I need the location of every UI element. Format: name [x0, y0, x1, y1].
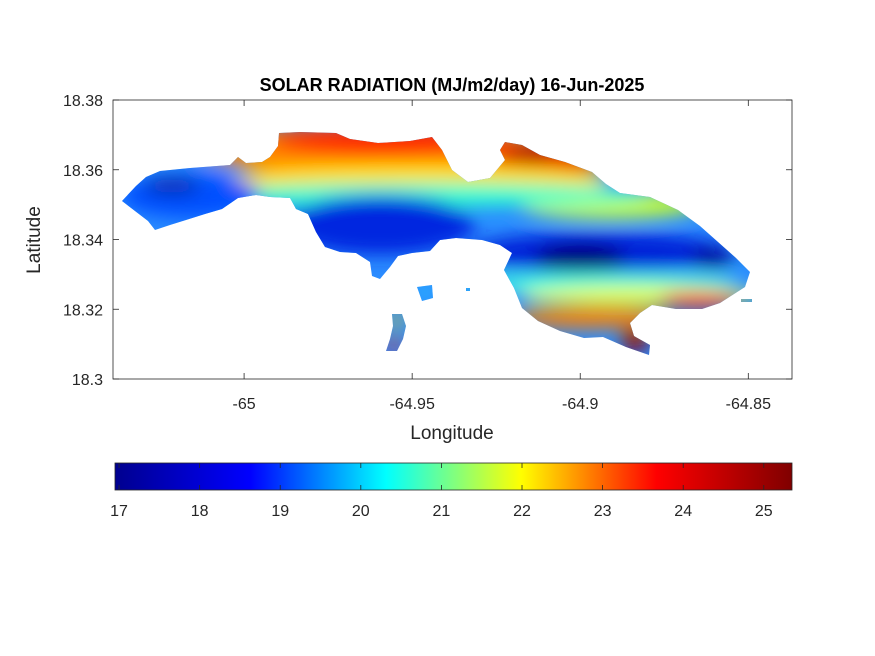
- colorbar-tick-label: 19: [271, 503, 289, 520]
- colorbar-tick-label: 17: [110, 503, 128, 520]
- colorbar-tick-label: 25: [755, 503, 773, 520]
- contour-islet-red: [386, 339, 402, 351]
- colorbar-tick-label: 20: [352, 503, 370, 520]
- field-contours: [122, 132, 752, 352]
- contour-islet-yellow: [389, 314, 405, 326]
- colorbar-tick-label: 21: [433, 503, 451, 520]
- contour-east-dark: [535, 244, 625, 272]
- x-tick-label: -64.9: [562, 396, 599, 413]
- x-axis-label: Longitude: [410, 423, 493, 444]
- contour-south-orange: [510, 308, 670, 328]
- y-tick-label: 18.3: [72, 372, 103, 389]
- y-tick-label: 18.34: [63, 233, 103, 250]
- x-tick-label: -64.95: [389, 396, 434, 413]
- colorbar-tick-label: 22: [513, 503, 531, 520]
- contour-west-dark: [144, 178, 200, 194]
- axis-ticks: -65 -64.95 -64.9 -64.85 18.3 18.32 18.34 18.36 1…: [63, 93, 792, 413]
- y-tick-label: 18.38: [63, 93, 103, 110]
- colorbar-fill: [114, 462, 793, 491]
- plot-area: -65 -64.95 -64.9 -64.85 18.3 18.32 18.34 18.36 1…: [63, 93, 793, 413]
- colorbar-tick-label: 24: [674, 503, 692, 520]
- x-tick-label: -65: [233, 396, 256, 413]
- colorbar-tick-label: 23: [594, 503, 612, 520]
- contour-fareast-dark: [690, 249, 734, 267]
- contour-islet-cyan: [416, 285, 434, 299]
- y-tick-label: 18.36: [63, 163, 103, 180]
- y-tick-label: 18.32: [63, 302, 103, 319]
- colorbar-tick-label: 18: [191, 503, 209, 520]
- y-axis-label: Latitude: [24, 206, 45, 274]
- colorbar: 17 18 19 20 21 22 23 24 25: [110, 462, 793, 520]
- contour-central-blue: [285, 195, 475, 255]
- contour-cyan-band: [190, 183, 650, 207]
- chart-title: SOLAR RADIATION (MJ/m2/day) 16-Jun-2025: [260, 75, 645, 95]
- colorbar-ticks: 17 18 19 20 21 22 23 24 25: [110, 463, 773, 520]
- x-tick-label: -64.85: [726, 396, 771, 413]
